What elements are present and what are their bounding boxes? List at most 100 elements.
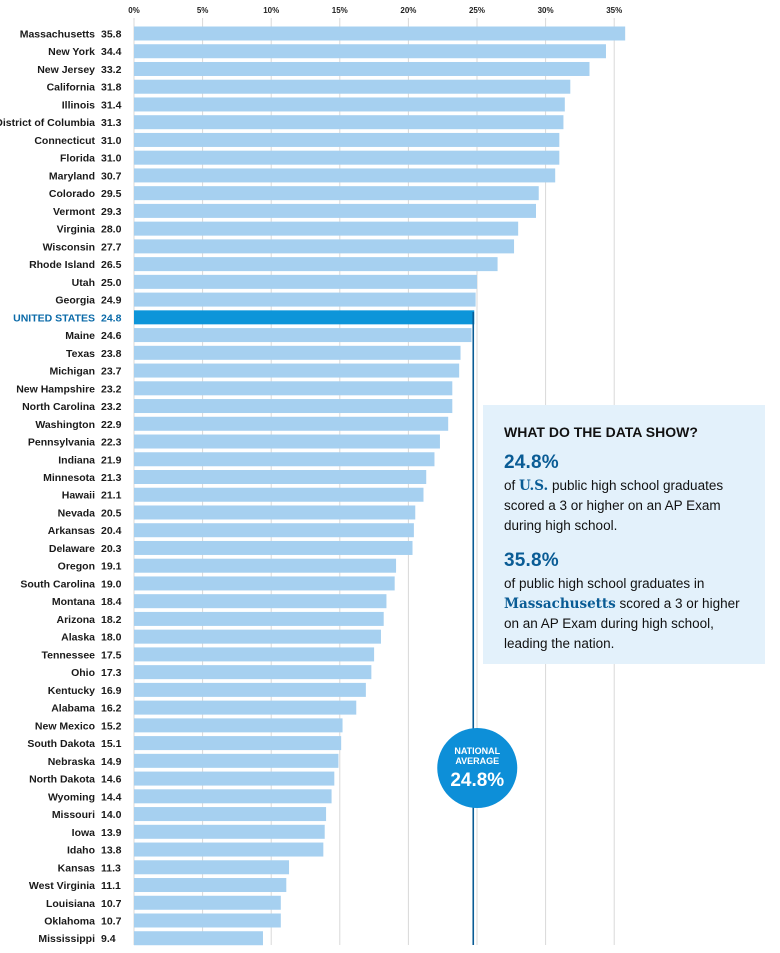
category-labels: Massachusetts 35.8 New York 34.4 New Jersey 3… xyxy=(0,29,122,946)
state-label: Minnesota xyxy=(43,472,95,484)
state-label: Alaska xyxy=(61,632,95,644)
value-label: 35.8 xyxy=(101,29,122,41)
value-label: 31.0 xyxy=(101,135,122,147)
state-label: Illinois xyxy=(62,99,95,111)
value-label: 11.1 xyxy=(101,880,121,892)
ma-stat-text: of public high school graduates in Massa… xyxy=(504,574,745,654)
value-label: 23.8 xyxy=(101,348,122,360)
bar xyxy=(134,594,387,609)
value-label: 22.9 xyxy=(101,419,122,431)
state-label: Arkansas xyxy=(48,525,95,537)
bar xyxy=(134,718,343,733)
bar xyxy=(134,558,397,573)
value-label: 14.4 xyxy=(101,791,122,803)
bar xyxy=(134,115,564,130)
us-stat-post: public high school graduates scored a 3 … xyxy=(504,478,724,533)
state-label: District of Columbia xyxy=(0,117,95,129)
state-label: Nevada xyxy=(58,507,96,519)
value-label: 19.1 xyxy=(101,561,122,573)
value-label: 34.4 xyxy=(101,46,122,58)
state-label: New Mexico xyxy=(35,720,95,732)
bar xyxy=(134,79,571,94)
badge-line1: NATIONAL xyxy=(454,746,500,756)
value-label: 16.2 xyxy=(101,703,122,715)
value-label: 13.9 xyxy=(101,827,122,839)
value-label: 18.0 xyxy=(101,632,122,644)
state-label: Massachusetts xyxy=(20,29,95,41)
ma-stat-post: scored a 3 or higher on an AP Exam durin… xyxy=(504,596,740,651)
value-label: 15.2 xyxy=(101,720,122,732)
state-label: North Dakota xyxy=(29,774,95,786)
value-label: 31.4 xyxy=(101,99,122,111)
x-tick-label: 10% xyxy=(263,6,279,15)
bar xyxy=(134,736,342,751)
bar xyxy=(134,381,453,396)
bar xyxy=(134,682,366,697)
bar xyxy=(134,523,414,538)
value-label: 14.0 xyxy=(101,809,122,821)
state-label: New Jersey xyxy=(37,64,95,76)
bar xyxy=(134,292,476,307)
bar xyxy=(134,416,449,431)
state-label: Missouri xyxy=(52,809,95,821)
value-label: 21.3 xyxy=(101,472,122,484)
state-label: New Hampshire xyxy=(16,383,95,395)
us-stat-value: 24.8% xyxy=(504,452,559,473)
state-label: Utah xyxy=(72,277,95,289)
state-label: Nebraska xyxy=(48,756,95,768)
value-label: 21.1 xyxy=(101,490,122,502)
state-label: Oregon xyxy=(58,561,95,573)
state-label: Delaware xyxy=(49,543,95,555)
ma-stat-pre: of public high school graduates in xyxy=(504,576,705,591)
us-stat-pre: of xyxy=(504,478,520,493)
state-label: UNITED STATES xyxy=(13,312,95,324)
value-label: 29.5 xyxy=(101,188,122,200)
value-label: 21.9 xyxy=(101,454,122,466)
value-label: 11.3 xyxy=(101,862,121,874)
value-label: 30.7 xyxy=(101,170,122,182)
bars xyxy=(134,26,626,946)
value-label: 10.7 xyxy=(101,916,122,928)
value-label: 13.8 xyxy=(101,845,122,857)
bar xyxy=(134,665,372,680)
bar xyxy=(134,842,324,857)
value-label: 15.1 xyxy=(101,738,122,750)
state-label: Vermont xyxy=(53,206,96,218)
state-label: Hawaii xyxy=(62,490,95,502)
bar xyxy=(134,470,427,484)
state-label: North Carolina xyxy=(22,401,95,413)
bar xyxy=(134,221,519,236)
state-label: Idaho xyxy=(67,845,95,857)
x-tick-label: 35% xyxy=(606,6,622,15)
state-label: Virginia xyxy=(57,224,95,236)
national-average-badge xyxy=(437,728,518,808)
state-label: Louisiana xyxy=(46,898,95,910)
value-label: 20.5 xyxy=(101,507,122,519)
value-label: 22.3 xyxy=(101,437,122,449)
state-label: Montana xyxy=(52,596,95,608)
state-label: Indiana xyxy=(58,454,95,466)
state-label: Alabama xyxy=(51,703,95,715)
bar xyxy=(134,26,626,41)
value-label: 33.2 xyxy=(101,64,122,76)
value-label: 18.2 xyxy=(101,614,122,626)
bar xyxy=(134,257,498,272)
state-label: South Dakota xyxy=(27,738,95,750)
state-label: Pennsylvania xyxy=(28,437,95,449)
bar xyxy=(134,274,477,289)
bar xyxy=(134,824,325,839)
value-label: 10.7 xyxy=(101,898,122,910)
value-label: 31.0 xyxy=(101,153,122,165)
bar xyxy=(134,328,472,343)
bar xyxy=(134,434,440,449)
state-label: Washington xyxy=(35,419,95,431)
value-label: 17.3 xyxy=(101,667,122,679)
bar xyxy=(134,807,327,822)
bar xyxy=(134,132,560,147)
value-label: 25.0 xyxy=(101,277,122,289)
state-label: Tennessee xyxy=(42,649,96,661)
x-axis-ticks: 0% 5% 10% 15% 20% 25% 30% 35% xyxy=(128,6,622,15)
state-label: California xyxy=(47,82,96,94)
